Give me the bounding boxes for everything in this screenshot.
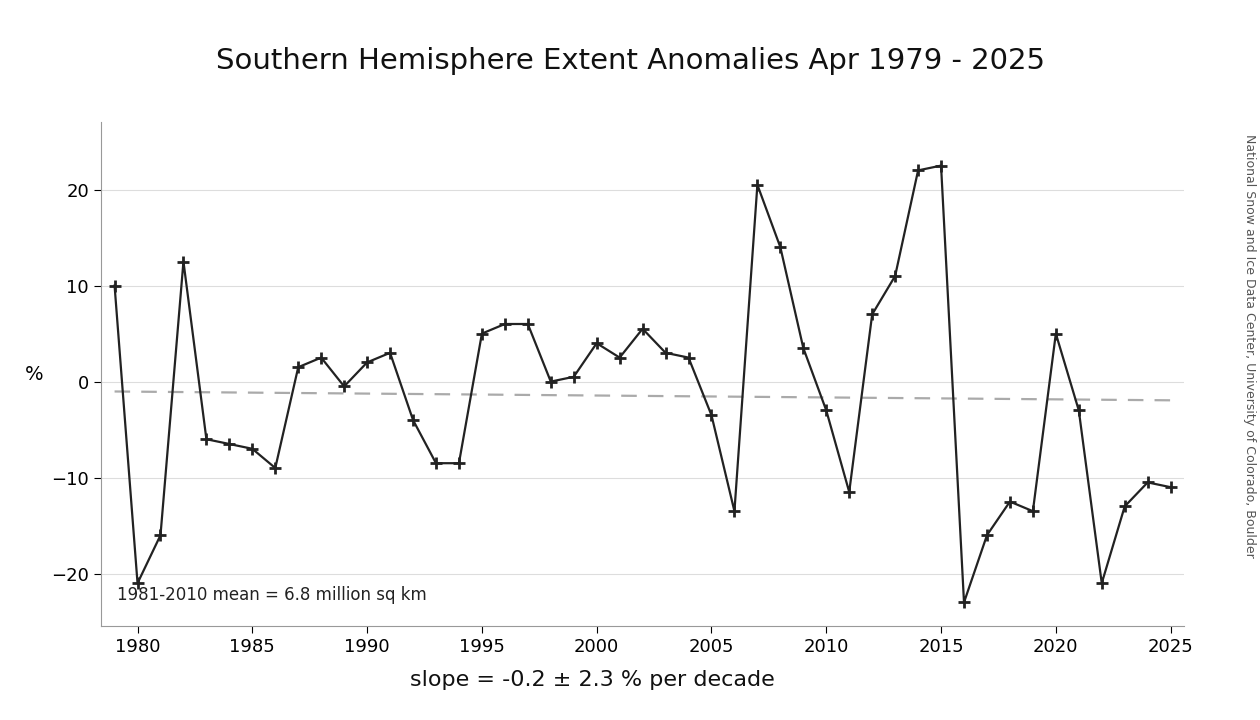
Text: 1981-2010 mean = 6.8 million sq km: 1981-2010 mean = 6.8 million sq km — [117, 586, 427, 603]
Y-axis label: %: % — [25, 365, 44, 384]
Text: Southern Hemisphere Extent Anomalies Apr 1979 - 2025: Southern Hemisphere Extent Anomalies Apr… — [215, 48, 1045, 75]
Text: slope = -0.2 ± 2.3 % per decade: slope = -0.2 ± 2.3 % per decade — [410, 670, 775, 690]
Text: National Snow and Ice Data Center, University of Colorado, Boulder: National Snow and Ice Data Center, Unive… — [1244, 134, 1256, 557]
